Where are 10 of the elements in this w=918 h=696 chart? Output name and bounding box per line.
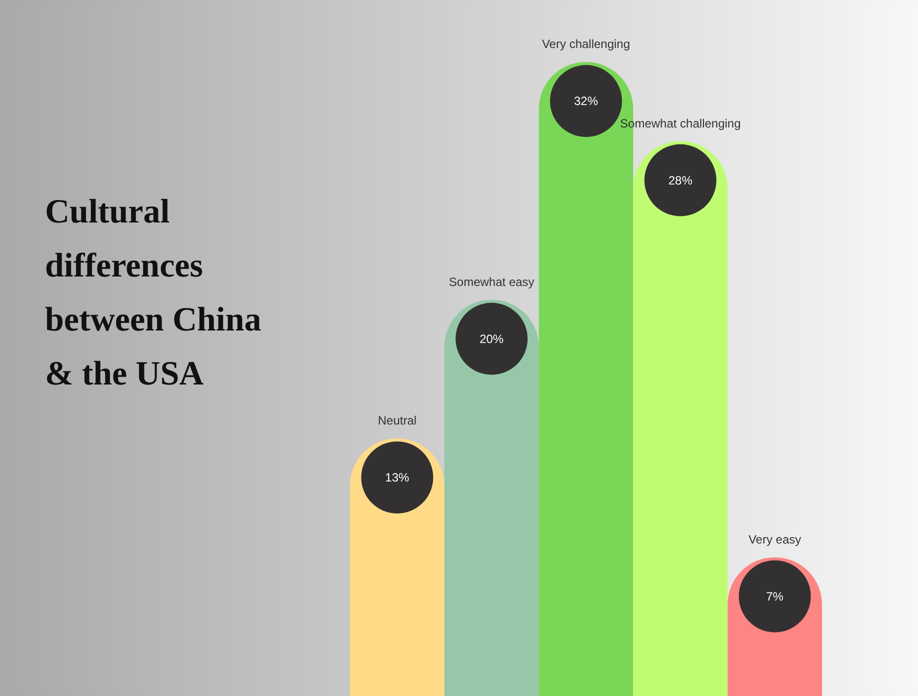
data-label: 13%: [385, 470, 410, 484]
data-label: 7%: [766, 589, 784, 604]
x-tick-label: Very easy: [748, 532, 802, 546]
data-label: 20%: [480, 332, 504, 346]
x-tick-label: Somewhat easy: [448, 274, 534, 289]
x-tick-label: Neutral: [378, 413, 417, 428]
text: Cultural differences between China & the USA: [45, 194, 270, 392]
data-label: 28%: [668, 173, 693, 188]
x-tick-label: Very challenging: [542, 37, 630, 51]
data-label: 32%: [574, 94, 598, 108]
